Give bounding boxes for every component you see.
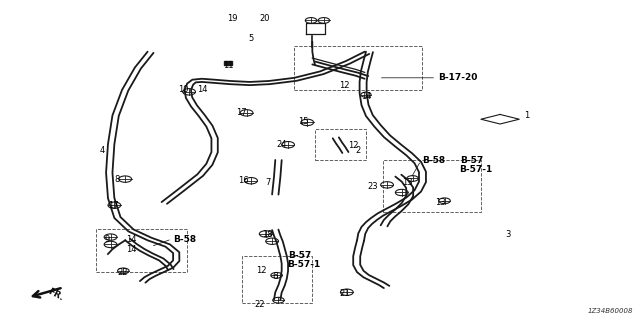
Text: 3: 3 xyxy=(505,230,511,239)
Text: 22: 22 xyxy=(118,268,128,277)
Text: B-58: B-58 xyxy=(422,156,445,165)
Text: 20: 20 xyxy=(259,14,270,23)
Text: 18: 18 xyxy=(262,230,273,239)
Bar xyxy=(294,46,422,90)
Bar xyxy=(242,256,312,303)
Text: FR.: FR. xyxy=(47,287,65,303)
Text: B-57: B-57 xyxy=(461,156,484,165)
Bar xyxy=(97,229,187,272)
Text: B-17-20: B-17-20 xyxy=(438,73,477,82)
Text: 12: 12 xyxy=(348,141,358,150)
Text: 21: 21 xyxy=(339,289,349,298)
Text: 13: 13 xyxy=(435,197,445,206)
Text: 12: 12 xyxy=(339,81,349,90)
Text: 5: 5 xyxy=(248,35,253,44)
Text: 19: 19 xyxy=(227,14,238,23)
Text: 23: 23 xyxy=(367,182,378,191)
Text: 11: 11 xyxy=(223,61,234,70)
Bar xyxy=(224,61,232,65)
Text: 22: 22 xyxy=(255,300,266,308)
Text: 24: 24 xyxy=(276,140,287,149)
Text: B-58: B-58 xyxy=(173,235,196,244)
Text: B-57-1: B-57-1 xyxy=(460,165,492,174)
Bar xyxy=(315,129,366,160)
Text: 17: 17 xyxy=(236,108,246,117)
Text: 17: 17 xyxy=(108,201,118,210)
Text: 1Z34B60008: 1Z34B60008 xyxy=(588,308,633,314)
Text: 15: 15 xyxy=(298,117,308,126)
Text: 7: 7 xyxy=(266,178,271,187)
Bar xyxy=(383,160,481,212)
Text: 14: 14 xyxy=(197,85,208,94)
Text: 16: 16 xyxy=(238,176,249,185)
Text: 4: 4 xyxy=(100,146,105,155)
Text: 13: 13 xyxy=(402,178,412,187)
Text: 6: 6 xyxy=(272,272,278,281)
Text: 14: 14 xyxy=(126,245,136,254)
Text: 2: 2 xyxy=(355,146,360,155)
Text: 14: 14 xyxy=(361,92,371,101)
Text: 9: 9 xyxy=(104,235,109,244)
Text: 12: 12 xyxy=(256,266,267,276)
Text: B-57: B-57 xyxy=(288,251,311,260)
Text: 14: 14 xyxy=(126,235,136,244)
Text: 1: 1 xyxy=(524,111,530,120)
Text: 10: 10 xyxy=(178,85,189,94)
Text: 8: 8 xyxy=(115,175,120,184)
Text: B-57-1: B-57-1 xyxy=(287,260,320,269)
